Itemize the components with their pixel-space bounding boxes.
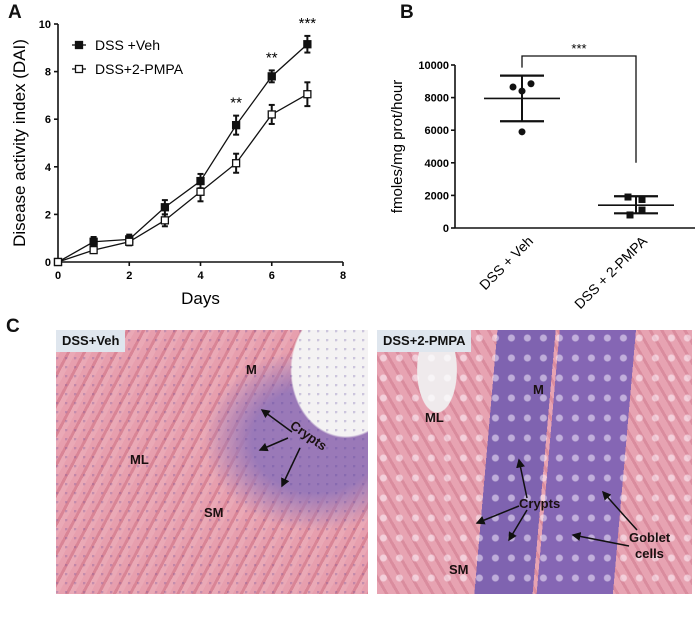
data-marker	[53, 257, 63, 267]
data-marker	[231, 121, 241, 130]
y-tick-label: 10	[39, 19, 51, 31]
data-marker	[160, 216, 170, 225]
group-dss-2pmpa	[598, 193, 674, 219]
data-marker	[267, 110, 276, 119]
legend-label: DSS +Veh	[95, 37, 160, 53]
y-tick-label: 4000	[425, 158, 449, 170]
x-tick-label: 0	[55, 270, 61, 282]
data-marker	[89, 245, 98, 255]
crypt-arrows	[258, 409, 301, 488]
y-axis-label: Disease activity index (DAI)	[10, 39, 29, 247]
x-tick-label: 4	[197, 270, 204, 282]
y-tick-label: 2	[45, 209, 51, 221]
panel-a-letter: A	[8, 2, 22, 23]
x-tick-label: 6	[269, 270, 275, 282]
x-axis-label: Days	[181, 289, 220, 308]
data-marker	[303, 90, 312, 99]
y-tick-label: 4	[45, 162, 52, 174]
data-marker	[160, 203, 170, 212]
significance-bracket: ***	[521, 41, 637, 163]
axes	[54, 23, 344, 266]
label-submucosa: SM	[204, 505, 224, 520]
histology-image-dss-veh: DSS+Veh M Crypts ML SM	[56, 330, 368, 594]
data-point	[509, 83, 517, 91]
series-dss-2pmpa	[53, 81, 312, 267]
dai-line-chart: 0 2 4 6 8 10 0 2 4 6 8 Days Disease activity index (…	[10, 15, 346, 308]
y-tick-label: 6	[45, 114, 51, 126]
significance-marker: **	[266, 49, 278, 66]
legend-label: DSS+2-PMPA	[95, 61, 184, 77]
axes	[451, 64, 695, 229]
legend-marker	[74, 64, 84, 74]
significance-marker: ***	[299, 15, 317, 32]
y-tick-label: 8	[45, 67, 51, 79]
histology-tag-dss-2pmpa: DSS+2-PMPA	[377, 330, 472, 352]
panel-c-letter: C	[6, 316, 20, 337]
label-crypts: Crypts	[519, 496, 561, 511]
panel-b-letter: B	[400, 2, 414, 23]
legend: DSS +Veh DSS+2-PMPA	[72, 37, 184, 77]
label-muscle-layer: ML	[425, 410, 444, 425]
label-mucosa: M	[246, 362, 257, 377]
data-marker	[196, 187, 205, 196]
histology-image-dss-2pmpa: DSS+2-PMPA M ML Crypts Goblet cells SM	[377, 330, 692, 594]
data-marker	[231, 159, 241, 168]
data-marker	[303, 40, 312, 49]
data-point	[527, 80, 535, 88]
category-label: DSS + 2-PMPA	[571, 232, 651, 312]
label-goblet: Goblet	[629, 530, 671, 545]
y-tick-label: 2000	[425, 190, 449, 202]
label-submucosa: SM	[449, 562, 469, 577]
category-label: DSS + Veh	[476, 233, 536, 293]
y-tick-label: 10000	[418, 60, 449, 72]
data-marker	[125, 237, 134, 246]
x-tick-label: 8	[340, 270, 346, 282]
annotation-arrows	[475, 458, 638, 547]
significance-marker: **	[230, 95, 242, 112]
y-tick-label: 0	[45, 257, 51, 269]
label-mucosa: M	[533, 382, 544, 397]
y-tick-label: 6000	[425, 125, 449, 137]
data-point	[518, 128, 526, 136]
y-tick-label: 8000	[425, 93, 449, 105]
x-tick-label: 2	[126, 270, 132, 282]
data-marker	[267, 72, 276, 81]
label-muscle-layer: ML	[130, 452, 149, 467]
data-point	[518, 87, 526, 95]
legend-marker	[74, 40, 84, 50]
data-point	[626, 211, 634, 219]
enzyme-activity-dot-plot: 0 2000 4000 6000 8000 10000 fmoles/mg prot/hou…	[389, 41, 695, 312]
data-point	[624, 193, 632, 201]
significance-marker: ***	[571, 41, 586, 56]
data-marker	[89, 237, 98, 246]
y-tick-label: 0	[443, 223, 449, 235]
data-point	[638, 206, 646, 214]
data-point	[638, 195, 646, 203]
histology-tag-dss-veh: DSS+Veh	[56, 330, 126, 352]
group-dss-veh	[484, 74, 560, 136]
y-axis-label: fmoles/mg prot/hour	[389, 80, 406, 213]
label-cells: cells	[635, 546, 664, 561]
